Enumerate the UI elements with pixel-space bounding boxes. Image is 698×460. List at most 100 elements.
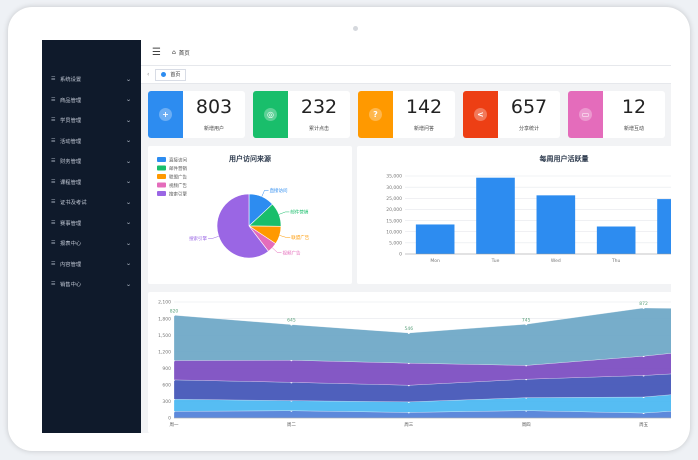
home-icon: ⌂ [171, 49, 176, 56]
tabs-bar: ‹ 首页 [141, 66, 671, 84]
sidebar-item[interactable]: ☰ 课程管理 ⌄ [42, 172, 141, 193]
chevron-down-icon: ⌄ [125, 239, 132, 247]
data-label: 546 [405, 326, 414, 332]
tab-active-dot [161, 72, 167, 77]
main-area: ☰ ⌂ 首页 ‹ 首页 +803 新增用户 ◎ 232 累计点击? 142 新增问答 <657… [141, 40, 671, 433]
sidebar-item[interactable]: ☰ 证书及考试 ⌄ [42, 192, 141, 213]
list-icon: ☰ [51, 117, 56, 124]
x-tick-label: Wed [551, 258, 561, 264]
stat-card-value: 142 [405, 96, 443, 118]
stat-card-value: 232 [300, 96, 338, 118]
area-panel: 0 300 600 900 1,200 1,500 1,800 2,100 820 645 546 7… [148, 292, 671, 433]
breadcrumb[interactable]: 首页 [178, 50, 190, 57]
sidebar-item-label: 销售中心 [60, 282, 82, 289]
bar[interactable] [657, 199, 671, 254]
pie-label-line [208, 236, 219, 239]
y-tick-label: 15,000 [386, 218, 402, 224]
data-label: 820 [170, 308, 179, 314]
stat-card[interactable]: ◎ 232 累计点击 [253, 91, 350, 138]
list-icon: ☰ [51, 240, 56, 247]
pie-chart-title: 用户访问来源 [229, 155, 271, 163]
sidebar-item-label: 活动管理 [60, 138, 82, 145]
chevron-down-icon: ⌄ [125, 157, 132, 165]
legend-swatch[interactable] [157, 182, 166, 188]
stat-card-label: 分享统计 [518, 126, 539, 132]
list-icon: ☰ [51, 76, 56, 83]
device-frame: ☰ 系统设置 ⌄ ☰ 商品管理 ⌄ ☰ 学员管理 ⌄ ☰ 活动管理 ⌄ ☰ 财务管理 ⌄ ☰ 课程管理 ⌄ ☰ 证书及… [8, 7, 690, 451]
stat-card[interactable]: <657 分享统计 [463, 91, 560, 138]
topbar: ☰ ⌂ 首页 [141, 40, 671, 66]
tab-label: 首页 [170, 72, 181, 78]
stat-card[interactable]: ? 142 新增问答 [358, 91, 455, 138]
sidebar-item-label: 报表中心 [60, 241, 82, 248]
sidebar-item-label: 财务管理 [60, 159, 82, 166]
chevron-down-icon: ⌄ [125, 260, 132, 268]
stat-card-label: 累计点击 [308, 126, 329, 132]
bar[interactable] [596, 226, 636, 254]
stat-cards: +803 新增用户 ◎ 232 累计点击? 142 新增问答 <657 分享统计 ▭ 12 新增互动 [148, 91, 671, 138]
bar[interactable] [415, 224, 455, 254]
pie-label: 邮件营销 [290, 209, 308, 216]
stat-card-icon-box: < [463, 91, 498, 138]
sidebar-item[interactable]: ☰ 商品管理 ⌄ [42, 90, 141, 111]
area-point[interactable] [407, 331, 410, 334]
x-tick-label: Mon [430, 258, 440, 264]
area-point[interactable] [290, 323, 293, 326]
sidebar-item[interactable]: ☰ 内容管理 ⌄ [42, 254, 141, 275]
pie-label: 搜索引擎 [189, 235, 207, 242]
legend-swatch[interactable] [157, 174, 166, 179]
y-tick-label: 600 [162, 383, 171, 389]
x-tick-label: Thu [611, 258, 621, 264]
sidebar-item[interactable]: ☰ 学员管理 ⌄ [42, 110, 141, 131]
area-point[interactable] [642, 306, 645, 309]
chevron-down-icon: ⌄ [125, 96, 132, 104]
y-tick-label: 1,800 [158, 316, 171, 322]
area-series[interactable] [173, 307, 671, 366]
stat-card-value: 657 [510, 96, 548, 118]
sidebar-item-label: 系统设置 [60, 77, 82, 84]
stat-card-label: 新增互动 [623, 126, 644, 132]
tab-home[interactable]: 首页 [155, 68, 187, 81]
chevron-down-icon: ⌄ [125, 75, 132, 83]
chat-icon: ▭ [579, 108, 592, 121]
y-tick-label: 30,000 [386, 185, 402, 191]
bar[interactable] [476, 177, 515, 254]
sidebar-item[interactable]: ☰ 报表中心 ⌄ [42, 233, 141, 254]
list-icon: ☰ [51, 281, 56, 288]
stat-card[interactable]: +803 新增用户 [148, 91, 245, 138]
list-icon: ☰ [51, 137, 56, 144]
area-chart: 0 300 600 900 1,200 1,500 1,800 2,100 820 645 546 7… [158, 300, 671, 428]
list-icon: ☰ [51, 178, 56, 185]
sidebar-item[interactable]: ☰ 赛事管理 ⌄ [42, 213, 141, 234]
pie-label-line [272, 247, 282, 253]
sidebar-item[interactable]: ☰ 销售中心 ⌄ [42, 274, 141, 295]
data-label: 872 [639, 301, 648, 307]
stat-card[interactable]: ▭ 12 新增互动 [568, 91, 665, 138]
legend-label: 邮件营销 [169, 165, 187, 172]
stat-card-icon-box: ? [358, 91, 393, 138]
list-icon: ☰ [51, 260, 56, 267]
legend-swatch[interactable] [157, 165, 166, 171]
bar[interactable] [536, 195, 576, 254]
sidebar-item-label: 学员管理 [60, 118, 82, 125]
bar-panel: 每周用户活跃量 0 5,000 10,000 15,000 20,000 25,000 30… [357, 146, 671, 284]
sidebar-item[interactable]: ☰ 活动管理 ⌄ [42, 131, 141, 152]
tabs-scroll-left-icon[interactable]: ‹ [147, 71, 150, 78]
legend-swatch[interactable] [157, 157, 166, 162]
menu-toggle-icon[interactable]: ☰ [152, 46, 161, 58]
stat-card-icon-box: ◎ [253, 91, 288, 138]
area-point[interactable] [525, 323, 528, 326]
legend-swatch[interactable] [157, 191, 166, 196]
y-tick-label: 0 [168, 416, 171, 422]
y-tick-label: 1,200 [158, 349, 171, 355]
chevron-down-icon: ⌄ [125, 198, 132, 206]
area-point[interactable] [173, 314, 175, 317]
sidebar-item[interactable]: ☰ 财务管理 ⌄ [42, 151, 141, 172]
bar-chart: 0 5,000 10,000 15,000 20,000 25,000 30,000 35,0… [386, 174, 671, 264]
stat-card-value: 803 [195, 96, 233, 118]
share-icon: < [474, 108, 487, 121]
y-tick-label: 2,100 [158, 300, 171, 306]
question-icon: ? [369, 108, 382, 121]
y-tick-label: 5,000 [389, 241, 402, 247]
sidebar-item[interactable]: ☰ 系统设置 ⌄ [42, 69, 141, 90]
